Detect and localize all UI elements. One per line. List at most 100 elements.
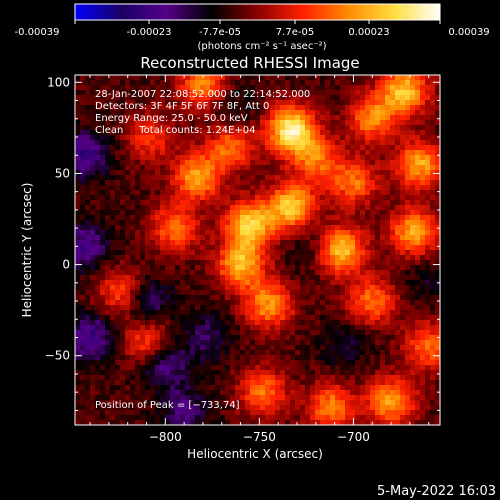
heatmap-cell bbox=[240, 230, 246, 236]
heatmap-cell bbox=[85, 290, 91, 296]
heatmap-cell bbox=[250, 185, 256, 191]
heatmap-cell bbox=[210, 105, 216, 111]
heatmap-cell bbox=[170, 125, 176, 131]
heatmap-cell bbox=[400, 410, 406, 416]
heatmap-cell bbox=[95, 215, 101, 221]
heatmap-cell bbox=[370, 390, 376, 396]
heatmap-cell bbox=[415, 380, 421, 386]
heatmap-cell bbox=[410, 90, 416, 96]
heatmap-cell bbox=[75, 210, 81, 216]
heatmap-cell bbox=[270, 315, 276, 321]
heatmap-cell bbox=[435, 125, 440, 131]
heatmap-cell bbox=[310, 135, 316, 141]
heatmap-cell bbox=[410, 140, 416, 146]
heatmap-cell bbox=[380, 235, 386, 241]
heatmap-cell bbox=[400, 90, 406, 96]
heatmap-cell bbox=[185, 255, 191, 261]
heatmap-cell bbox=[225, 140, 231, 146]
heatmap-cell bbox=[435, 145, 440, 151]
heatmap-cell bbox=[245, 390, 251, 396]
heatmap-cell bbox=[235, 210, 241, 216]
heatmap-cell bbox=[150, 295, 156, 301]
heatmap-cell bbox=[125, 375, 131, 381]
heatmap-cell bbox=[170, 310, 176, 316]
heatmap-cell bbox=[340, 170, 346, 176]
heatmap-cell bbox=[255, 320, 261, 326]
heatmap-cell bbox=[285, 160, 291, 166]
heatmap-cell bbox=[240, 220, 246, 226]
heatmap-cell bbox=[160, 365, 166, 371]
heatmap-cell bbox=[260, 75, 266, 81]
heatmap-cell bbox=[385, 345, 391, 351]
heatmap-cell bbox=[75, 150, 81, 156]
heatmap-cell bbox=[110, 230, 116, 236]
heatmap-cell bbox=[385, 235, 391, 241]
heatmap-cell bbox=[215, 215, 221, 221]
heatmap-cell bbox=[330, 100, 336, 106]
heatmap-cell bbox=[330, 95, 336, 101]
heatmap-cell bbox=[170, 375, 176, 381]
heatmap-cell bbox=[115, 170, 121, 176]
heatmap-cell bbox=[205, 155, 211, 161]
heatmap-cell bbox=[290, 185, 296, 191]
heatmap-cell bbox=[340, 385, 346, 391]
heatmap-cell bbox=[310, 185, 316, 191]
heatmap-cell bbox=[225, 240, 231, 246]
heatmap-cell bbox=[200, 350, 206, 356]
heatmap-cell bbox=[255, 205, 261, 211]
heatmap-cell bbox=[90, 270, 96, 276]
heatmap-cell bbox=[435, 330, 440, 336]
heatmap-cell bbox=[305, 270, 311, 276]
heatmap-cell bbox=[230, 120, 236, 126]
heatmap-cell bbox=[310, 180, 316, 186]
heatmap-cell bbox=[330, 315, 336, 321]
heatmap-cell bbox=[245, 220, 251, 226]
heatmap-cell bbox=[80, 210, 86, 216]
heatmap-cell bbox=[405, 130, 411, 136]
heatmap-cell bbox=[255, 340, 261, 346]
heatmap-cell bbox=[245, 245, 251, 251]
heatmap-cell bbox=[345, 240, 351, 246]
heatmap-cell bbox=[190, 325, 196, 331]
heatmap-cell bbox=[255, 250, 261, 256]
heatmap-cell bbox=[435, 370, 440, 376]
heatmap-cell bbox=[345, 410, 351, 416]
heatmap-cell bbox=[195, 360, 201, 366]
heatmap-cell bbox=[370, 310, 376, 316]
heatmap-cell bbox=[350, 165, 356, 171]
heatmap-cell bbox=[110, 270, 116, 276]
heatmap-cell bbox=[105, 165, 111, 171]
heatmap-cell bbox=[110, 415, 116, 421]
heatmap-cell bbox=[95, 120, 101, 126]
heatmap-cell bbox=[250, 350, 256, 356]
heatmap-cell bbox=[380, 155, 386, 161]
heatmap-cell bbox=[190, 225, 196, 231]
heatmap-cell bbox=[80, 250, 86, 256]
heatmap-cell bbox=[340, 80, 346, 86]
heatmap-cell bbox=[405, 170, 411, 176]
heatmap-cell bbox=[135, 180, 141, 186]
heatmap-cell bbox=[170, 210, 176, 216]
heatmap-cell bbox=[230, 240, 236, 246]
heatmap-cell bbox=[125, 200, 131, 206]
heatmap-cell bbox=[295, 315, 301, 321]
heatmap-cell bbox=[335, 245, 341, 251]
heatmap-cell bbox=[250, 280, 256, 286]
heatmap-cell bbox=[100, 365, 106, 371]
heatmap-cell bbox=[205, 320, 211, 326]
heatmap-cell bbox=[225, 175, 231, 181]
heatmap-cell bbox=[340, 245, 346, 251]
heatmap-cell bbox=[210, 150, 216, 156]
heatmap-cell bbox=[385, 280, 391, 286]
heatmap-cell bbox=[170, 235, 176, 241]
heatmap-cell bbox=[380, 345, 386, 351]
heatmap-cell bbox=[145, 330, 151, 336]
heatmap-cell bbox=[370, 375, 376, 381]
heatmap-cell bbox=[160, 315, 166, 321]
heatmap-cell bbox=[165, 275, 171, 281]
heatmap-cell bbox=[275, 410, 281, 416]
heatmap-cell bbox=[220, 130, 226, 136]
heatmap-cell bbox=[200, 310, 206, 316]
heatmap-cell bbox=[85, 155, 91, 161]
heatmap-cell bbox=[390, 125, 396, 131]
